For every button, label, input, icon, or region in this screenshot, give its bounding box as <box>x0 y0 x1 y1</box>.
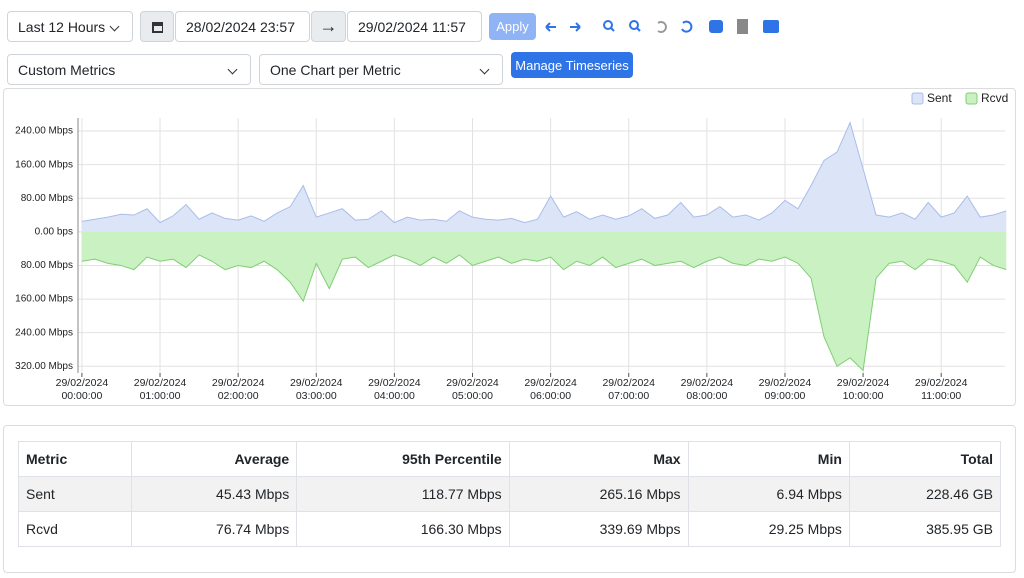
row: Sent 45.43 Mbps 118.77 Mbps 265.16 Mbps 6.94… <box>18 476 1002 512</box>
cell: Sent <box>18 476 132 512</box>
y-tick-label: 160.00 Mbps <box>15 159 73 170</box>
cell: 29.25 Mbps <box>687 511 850 547</box>
cell: 6.94 Mbps <box>687 476 850 512</box>
line <box>81 254 1007 372</box>
x-tick-label: 29/02/2024 00:00:00 <box>55 377 109 402</box>
x-tick-label: 29/02/2024 09:00:00 <box>758 377 812 402</box>
legend-label: Rcvd <box>981 91 1008 105</box>
layout-select[interactable]: One Chart per Metric <box>259 54 503 85</box>
legend-swatch <box>911 92 924 105</box>
y-tick-label: 240.00 Mbps <box>15 126 73 137</box>
end-input[interactable]: 29/02/2024 11:57 <box>347 11 482 42</box>
metrics-select[interactable]: Custom Metrics <box>7 54 251 85</box>
icon <box>152 21 163 33</box>
cell: 76.74 Mbps <box>130 511 298 547</box>
cell: 339.69 Mbps <box>508 511 689 547</box>
area <box>81 122 1007 232</box>
cell: 265.16 Mbps <box>508 476 689 512</box>
cell: 385.95 GB <box>848 511 1002 547</box>
line <box>81 121 1007 224</box>
x-tick-label: 29/02/2024 03:00:00 <box>289 377 343 402</box>
x-tick-label: 29/02/2024 11:00:00 <box>914 377 968 402</box>
calendar-icon[interactable] <box>140 11 174 42</box>
cell: 228.46 GB <box>848 476 1002 512</box>
x-tick-label: 29/02/2024 02:00:00 <box>211 377 265 402</box>
header-cell: Total <box>848 441 1002 477</box>
refresh-icon[interactable] <box>681 20 693 33</box>
pdf-icon[interactable] <box>737 19 748 34</box>
undo-icon[interactable] <box>657 21 667 33</box>
legend-swatch <box>965 92 978 105</box>
x-tick-label: 29/02/2024 08:00:00 <box>680 377 734 402</box>
y-tick-label: 0.00 bps <box>35 226 73 237</box>
x-tick-label: 29/02/2024 07:00:00 <box>602 377 655 402</box>
y-tick-label: 320.00 Mbps <box>15 361 73 372</box>
range-select[interactable]: Last 12 Hours <box>7 11 133 42</box>
table-icon[interactable] <box>763 20 779 33</box>
x-tick-label: 29/02/2024 05:00:00 <box>446 377 499 402</box>
stats-table: Metric Average 95th Percentile Max Min Total S… <box>18 441 1002 547</box>
area <box>81 231 1007 371</box>
legend-label: Sent <box>927 91 952 105</box>
cell: 118.77 Mbps <box>296 476 510 512</box>
y-tick-label: 160.00 Mbps <box>15 294 73 305</box>
header-cell: Min <box>687 441 850 477</box>
x-tick-label: 29/02/2024 01:00:00 <box>133 377 187 402</box>
y-tick-label: 80.00 Mbps <box>21 260 73 271</box>
apply-button[interactable]: Apply <box>489 13 536 40</box>
cell: 166.30 Mbps <box>296 511 510 547</box>
toolbar-icons <box>545 19 779 34</box>
start-input[interactable]: 28/02/2024 23:57 <box>175 11 310 42</box>
header-cell: 95th Percentile <box>296 441 510 477</box>
header-cell: Average <box>130 441 298 477</box>
header-row: Metric Average 95th Percentile Max Min Total <box>18 441 1002 477</box>
y-tick-label: 80.00 Mbps <box>21 193 73 204</box>
table-card: Metric Average 95th Percentile Max Min Total S… <box>3 425 1016 573</box>
x-tick-label: 29/02/2024 10:00:00 <box>836 377 890 402</box>
chart-card <box>3 88 1016 406</box>
x-tick-label: 29/02/2024 06:00:00 <box>524 377 577 402</box>
arrow-icon: → <box>311 11 346 42</box>
zoom-in-icon[interactable] <box>603 20 613 30</box>
forward-icon[interactable] <box>570 22 581 32</box>
row: Rcvd 76.74 Mbps 166.30 Mbps 339.69 Mbps 29.2… <box>18 511 1002 547</box>
y-tick-label: 240.00 Mbps <box>15 327 73 338</box>
header-cell: Metric <box>18 441 132 477</box>
chart: 240.00 Mbps 160.00 Mbps 80.00 Mbps 0.00 bps… <box>15 91 1008 377</box>
header-cell: Max <box>508 441 689 477</box>
back-icon[interactable] <box>545 22 556 32</box>
zoom-out-icon[interactable] <box>629 20 639 30</box>
cell: 45.43 Mbps <box>130 476 298 512</box>
x-tick-label: 29/02/2024 04:00:00 <box>368 377 421 402</box>
manage-button[interactable]: Manage Timeseries <box>511 52 633 78</box>
cell: Rcvd <box>18 511 132 547</box>
save-icon[interactable] <box>709 20 723 33</box>
